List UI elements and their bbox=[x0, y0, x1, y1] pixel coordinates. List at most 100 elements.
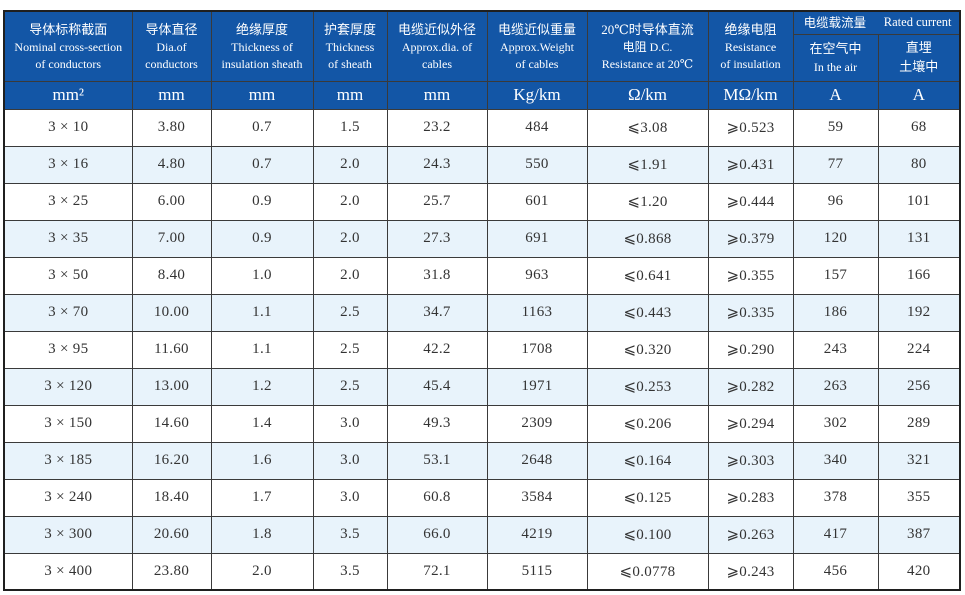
col-header-in-the-air: 在空气中 In the air bbox=[792, 33, 879, 82]
header-en-text: conductors bbox=[145, 56, 198, 71]
header-cn-text: 绝缘电阻 bbox=[724, 21, 777, 37]
cell-r8-c9: 263 bbox=[792, 367, 879, 406]
col-header-rated-current-group: 电缆载流量 Rated current bbox=[792, 10, 961, 35]
cell-r12-c1: 3 × 300 bbox=[3, 515, 133, 554]
cell-r10-c3: 1.6 bbox=[210, 441, 314, 480]
cell-r9-c1: 3 × 150 bbox=[3, 404, 133, 443]
cell-r1-c7: ⩽3.08 bbox=[586, 108, 709, 147]
table-row: 3 × 95 11.60 1.1 2.5 42.2 1708 ⩽0.320 ⩾0.290 243… bbox=[3, 330, 961, 369]
cell-r5-c1: 3 × 50 bbox=[3, 256, 133, 295]
cell-r4-c6: 691 bbox=[486, 219, 588, 258]
cell-r4-c8: ⩾0.379 bbox=[707, 219, 794, 258]
cell-r5-c6: 963 bbox=[486, 256, 588, 295]
cell-r2-c6: 550 bbox=[486, 145, 588, 184]
cell-r12-c7: ⩽0.100 bbox=[586, 515, 709, 554]
cell-r5-c3: 1.0 bbox=[210, 256, 314, 295]
cell-r2-c10: 80 bbox=[877, 145, 961, 184]
cell-r10-c6: 2648 bbox=[486, 441, 588, 480]
header-en-text: insulation sheath bbox=[221, 56, 303, 71]
cell-r9-c5: 49.3 bbox=[386, 404, 488, 443]
header-en-text: Approx.Weight bbox=[499, 40, 575, 55]
cell-r10-c2: 16.20 bbox=[131, 441, 212, 480]
cell-r8-c5: 45.4 bbox=[386, 367, 488, 406]
header-en-text: Resistance at 20℃ bbox=[601, 56, 694, 71]
cell-r7-c6: 1708 bbox=[486, 330, 588, 369]
table-row: 3 × 10 3.80 0.7 1.5 23.2 484 ⩽3.08 ⩾0.523 59 68 bbox=[3, 108, 961, 147]
cell-r2-c9: 77 bbox=[792, 145, 879, 184]
table-row: 3 × 70 10.00 1.1 2.5 34.7 1163 ⩽0.443 ⩾0.335 186… bbox=[3, 293, 961, 332]
cell-r13-c8: ⩾0.243 bbox=[707, 552, 794, 591]
cell-r1-c4: 1.5 bbox=[312, 108, 388, 147]
cell-r13-c7: ⩽0.0778 bbox=[586, 552, 709, 591]
header-cn-text: 护套厚度 bbox=[323, 21, 376, 37]
cell-r1-c5: 23.2 bbox=[386, 108, 488, 147]
cell-r5-c10: 166 bbox=[877, 256, 961, 295]
cell-r12-c6: 4219 bbox=[486, 515, 588, 554]
cell-r7-c1: 3 × 95 bbox=[3, 330, 133, 369]
header-en-text: Dia.of bbox=[156, 40, 187, 55]
cell-r10-c10: 321 bbox=[877, 441, 961, 480]
cable-spec-table: 导体标称截面 Nominal cross-section of conducto… bbox=[3, 10, 962, 591]
cell-r10-c7: ⩽0.164 bbox=[586, 441, 709, 480]
cell-r3-c9: 96 bbox=[792, 182, 879, 221]
table-row: 3 × 300 20.60 1.8 3.5 66.0 4219 ⩽0.100 ⩾0.263 41… bbox=[3, 515, 961, 554]
cell-r11-c10: 355 bbox=[877, 478, 961, 517]
cell-r7-c8: ⩾0.290 bbox=[707, 330, 794, 369]
unit-cell-insulation-resistance: MΩ/km bbox=[707, 80, 794, 110]
cell-r7-c5: 42.2 bbox=[386, 330, 488, 369]
cell-r6-c6: 1163 bbox=[486, 293, 588, 332]
cell-r12-c3: 1.8 bbox=[210, 515, 314, 554]
cell-r5-c9: 157 bbox=[792, 256, 879, 295]
cell-r9-c4: 3.0 bbox=[312, 404, 388, 443]
cell-r6-c9: 186 bbox=[792, 293, 879, 332]
cell-r6-c4: 2.5 bbox=[312, 293, 388, 332]
header-en-text: In the air bbox=[813, 59, 858, 74]
cell-r6-c7: ⩽0.443 bbox=[586, 293, 709, 332]
cell-r11-c4: 3.0 bbox=[312, 478, 388, 517]
cell-r7-c10: 224 bbox=[877, 330, 961, 369]
table-row: 3 × 185 16.20 1.6 3.0 53.1 2648 ⩽0.164 ⩾0.303 34… bbox=[3, 441, 961, 480]
cell-r1-c9: 59 bbox=[792, 108, 879, 147]
col-header-nominal-cross-section: 导体标称截面 Nominal cross-section of conducto… bbox=[3, 10, 133, 82]
unit-cell-soil-ampacity: A bbox=[877, 80, 961, 110]
cell-r8-c7: ⩽0.253 bbox=[586, 367, 709, 406]
cell-r1-c2: 3.80 bbox=[131, 108, 212, 147]
header-en-text: of cables bbox=[515, 56, 559, 71]
header-en-text: Resistance bbox=[724, 40, 777, 55]
header-cn-text: 20℃时导体直流 bbox=[601, 21, 694, 37]
cell-r9-c7: ⩽0.206 bbox=[586, 404, 709, 443]
cell-r13-c6: 5115 bbox=[486, 552, 588, 591]
cell-r7-c9: 243 bbox=[792, 330, 879, 369]
cell-r10-c9: 340 bbox=[792, 441, 879, 480]
cell-r3-c5: 25.7 bbox=[386, 182, 488, 221]
cell-r7-c7: ⩽0.320 bbox=[586, 330, 709, 369]
cell-r13-c5: 72.1 bbox=[386, 552, 488, 591]
cell-r10-c8: ⩾0.303 bbox=[707, 441, 794, 480]
header-cn-text: 绝缘厚度 bbox=[235, 21, 288, 37]
header-cn-text: 直埋 bbox=[905, 39, 932, 55]
unit-cell-diameter: mm bbox=[131, 80, 212, 110]
cell-r1-c8: ⩾0.523 bbox=[707, 108, 794, 147]
table-row: 3 × 240 18.40 1.7 3.0 60.8 3584 ⩽0.125 ⩾0.283 37… bbox=[3, 478, 961, 517]
cell-r3-c6: 601 bbox=[486, 182, 588, 221]
header-en-text: Approx.dia. of bbox=[401, 40, 473, 55]
cell-r2-c5: 24.3 bbox=[386, 145, 488, 184]
header-en-text: Thickness bbox=[325, 40, 375, 55]
col-header-buried-in-soil: 直埋 土壤中 bbox=[877, 33, 961, 82]
table-header: 导体标称截面 Nominal cross-section of conducto… bbox=[3, 10, 961, 110]
cell-r5-c4: 2.0 bbox=[312, 256, 388, 295]
cell-r12-c9: 417 bbox=[792, 515, 879, 554]
cell-r9-c9: 302 bbox=[792, 404, 879, 443]
col-header-approx-diameter: 电缆近似外径 Approx.dia. of cables bbox=[386, 10, 488, 82]
cell-r9-c2: 14.60 bbox=[131, 404, 212, 443]
unit-cell-sheath: mm bbox=[312, 80, 388, 110]
cell-r10-c4: 3.0 bbox=[312, 441, 388, 480]
unit-cell-dc-resistance: Ω/km bbox=[586, 80, 709, 110]
cell-r5-c8: ⩾0.355 bbox=[707, 256, 794, 295]
cell-r13-c10: 420 bbox=[877, 552, 961, 591]
cell-r1-c1: 3 × 10 bbox=[3, 108, 133, 147]
cell-r12-c2: 20.60 bbox=[131, 515, 212, 554]
header-cn-text: 电缆近似重量 bbox=[497, 21, 576, 37]
cell-r2-c4: 2.0 bbox=[312, 145, 388, 184]
cell-r9-c6: 2309 bbox=[486, 404, 588, 443]
